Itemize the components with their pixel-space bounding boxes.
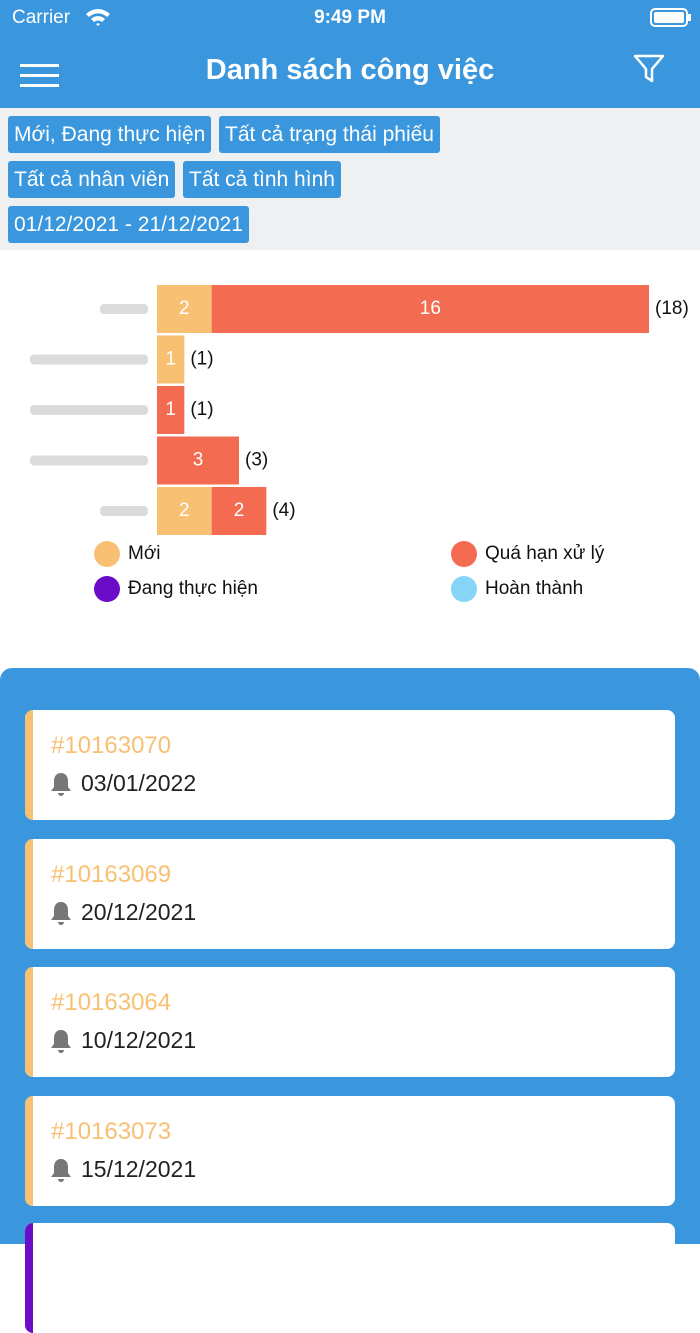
value-label: 3 <box>193 450 204 471</box>
legend-swatch <box>451 576 477 602</box>
task-id: #10163064 <box>51 989 172 1016</box>
top-bar: Carrier 9:49 PM Danh sách công việc <box>0 0 700 108</box>
legend-label: Đang thực hiện <box>128 578 258 599</box>
total-label: (1) <box>190 399 213 420</box>
task-card[interactable]: #10163064 10/12/2021 <box>25 967 675 1077</box>
filter-chip[interactable]: Tất cả tình hình <box>183 161 341 198</box>
legend-label: Quá hạn xử lý <box>485 543 605 564</box>
status-stripe <box>25 838 33 949</box>
bar-segment <box>211 487 267 535</box>
status-stripe <box>25 967 33 1077</box>
task-card[interactable]: #10163073 15/12/2021 <box>25 1095 675 1206</box>
blurred-label <box>30 354 148 365</box>
task-date: 15/12/2021 <box>81 1155 197 1182</box>
blurred-label <box>30 455 148 466</box>
bar-segment <box>157 436 239 485</box>
value-label: 2 <box>234 500 245 521</box>
battery-icon <box>650 8 691 27</box>
bar-segment <box>157 285 212 333</box>
bell-icon <box>51 1030 71 1053</box>
legend-label: Mới <box>128 543 161 564</box>
carrier: Carrier <box>12 7 71 28</box>
total-label: (3) <box>245 450 268 471</box>
wifi-icon <box>86 9 110 26</box>
bell-icon <box>51 1158 71 1182</box>
bell-icon <box>51 901 71 925</box>
bar-segment <box>211 285 649 333</box>
task-card[interactable]: #10163069 20/12/2021 <box>25 838 675 949</box>
filter-chip[interactable]: Mới, Đang thực hiện <box>8 116 212 153</box>
filter-button[interactable] <box>633 54 665 84</box>
blurred-label <box>30 405 148 415</box>
filter-bar: Mới, Đang thực hiện Tất cả trạng thái phi… <box>0 108 700 250</box>
chart: 2 16 (18) 1 (1) 1 (1) 3 (3) 2 2 (4) Mới Quá hạn xử lý… <box>30 285 689 602</box>
task-id: #10163073 <box>51 1117 172 1145</box>
task-card[interactable]: #10163070 03/01/2022 <box>25 710 675 820</box>
legend-swatch <box>94 576 120 602</box>
bell-shape <box>51 1030 71 1053</box>
menu-button[interactable] <box>20 62 60 90</box>
task-card[interactable] <box>25 1223 675 1333</box>
total-label: (1) <box>190 349 213 370</box>
page-title: Danh sách công việc <box>205 54 495 86</box>
bell-shape <box>51 901 71 925</box>
total-label: (4) <box>272 500 295 521</box>
task-date: 20/12/2021 <box>81 898 197 925</box>
blurred-label <box>100 506 148 516</box>
status-stripe <box>25 710 33 820</box>
task-date: 10/12/2021 <box>81 1027 197 1053</box>
bar-segment <box>157 487 212 535</box>
clock: 9:49 PM <box>314 7 386 28</box>
status-stripe <box>25 1095 33 1206</box>
legend-swatch <box>451 541 477 567</box>
value-label: 16 <box>420 298 441 319</box>
task-id: #10163069 <box>51 860 172 888</box>
bell-shape <box>51 773 71 796</box>
bell-icon <box>51 773 71 796</box>
value-label: 1 <box>165 399 176 420</box>
bar-segment <box>157 335 185 384</box>
bell-shape <box>51 1158 71 1182</box>
legend-swatch <box>94 541 120 567</box>
task-list: #10163070 03/01/2022 #10163069 20/12/2021 #1… <box>0 668 700 1333</box>
filter-chip[interactable]: 01/12/2021 - 21/12/2021 <box>8 206 249 243</box>
status-stripe <box>25 1223 33 1333</box>
task-id: #10163070 <box>51 732 172 759</box>
total-label: (18) <box>655 298 689 319</box>
value-label: 2 <box>179 500 190 521</box>
blurred-label <box>100 304 148 314</box>
value-label: 2 <box>179 298 190 319</box>
task-date: 03/01/2022 <box>81 770 197 796</box>
legend-label: Hoàn thành <box>485 578 583 599</box>
value-label: 1 <box>165 349 176 370</box>
filter-chip[interactable]: Tất cả nhân viên <box>8 161 176 198</box>
filter-chip[interactable]: Tất cả trạng thái phiếu <box>219 116 440 153</box>
bar-segment <box>157 386 185 434</box>
